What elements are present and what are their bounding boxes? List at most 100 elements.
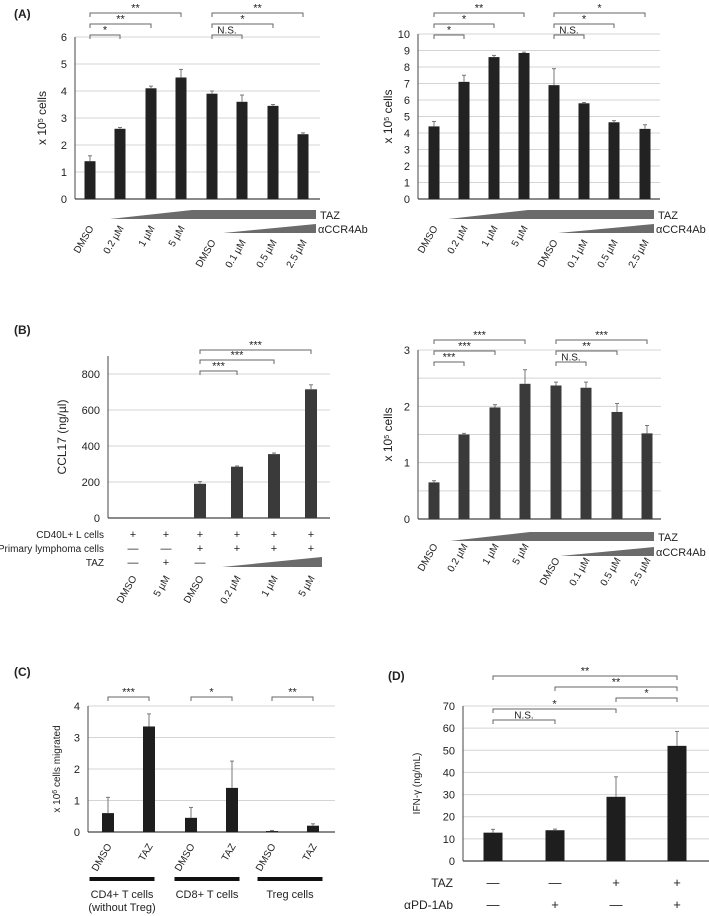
significance-bracket	[555, 350, 618, 355]
bar	[267, 105, 279, 199]
y-tick-label: 60	[443, 723, 455, 735]
significance-label: **	[581, 666, 590, 678]
condition-label: CD40L+ L cells	[36, 530, 104, 541]
condition-symbol: —	[128, 543, 139, 555]
condition-label: TAZ	[86, 558, 104, 569]
significance-label: *	[582, 14, 587, 26]
y-tick-label: 5	[61, 59, 67, 71]
condition-symbol: —	[487, 875, 500, 890]
group-label: Treg cells	[266, 889, 314, 901]
y-axis-title-text: x 10	[381, 120, 395, 143]
treatment-label-taz: TAZ	[658, 210, 678, 222]
y-axis-title: IFN-γ (ng/mL)	[412, 753, 423, 815]
panel-label: (B)	[14, 323, 31, 337]
bar	[185, 817, 197, 832]
y-tick-label: 800	[82, 369, 100, 381]
x-tick-label: 0.5 µM	[255, 238, 280, 270]
condition-symbol: +	[234, 529, 240, 541]
bar	[667, 745, 687, 861]
significance-bracket	[555, 339, 648, 344]
treatment-label-antibody: αCCR4Ab	[318, 224, 368, 236]
y-tick-label: 2	[404, 161, 410, 173]
significance-label: N.S.	[514, 711, 533, 722]
bar	[611, 411, 623, 519]
y-tick-label: 1	[61, 167, 67, 179]
significance-label: N.S.	[559, 26, 578, 37]
bar	[578, 103, 590, 199]
significance-bracket	[433, 23, 495, 28]
significance-label: *	[209, 687, 214, 699]
significance-label: N.S.	[561, 353, 580, 364]
significance-label: **	[612, 677, 621, 689]
significance-bracket	[433, 361, 465, 366]
significance-bracket	[199, 359, 275, 364]
bar	[488, 57, 500, 199]
bar	[266, 831, 278, 832]
bar	[236, 101, 248, 199]
x-tick-label: 1 µM	[480, 224, 501, 249]
y-tick-label: 4	[74, 701, 80, 713]
significance-bracket	[555, 361, 587, 366]
y-tick-label: 0	[404, 194, 410, 206]
y-tick-label: 9	[404, 46, 410, 58]
y-axis-title-exponent: 6	[52, 790, 59, 794]
bar	[305, 389, 317, 518]
y-axis-title-text: x 10	[35, 122, 49, 145]
significance-label: ***	[443, 352, 457, 364]
condition-symbol: +	[234, 543, 240, 555]
condition-symbol: —	[549, 875, 562, 890]
bar	[297, 134, 309, 199]
bar	[428, 482, 440, 519]
significance-bracket	[211, 23, 274, 28]
x-tick-label: TAZ	[220, 842, 239, 863]
y-tick-label: 2	[404, 401, 410, 413]
y-tick-label: 200	[82, 477, 100, 489]
significance-label: ***	[122, 687, 136, 699]
x-tick-label: 0.1 µM	[224, 238, 249, 270]
significance-label: **	[288, 687, 297, 699]
bar	[114, 128, 126, 199]
y-tick-label: 6	[61, 32, 67, 44]
bar	[483, 832, 503, 861]
x-tick-label: 0.2 µM	[446, 224, 471, 256]
bar	[641, 433, 653, 519]
significance-bracket	[553, 23, 615, 28]
taz-concentration-wedge	[222, 557, 322, 567]
significance-bracket	[89, 23, 152, 28]
y-axis-title-exponent: 5	[38, 118, 45, 122]
significance-bracket	[211, 34, 243, 39]
antibody-concentration-wedge	[223, 224, 316, 233]
x-tick-label: 0.2 µM	[219, 574, 244, 606]
y-tick-label: 20	[443, 812, 455, 824]
condition-symbol: +	[130, 529, 136, 541]
significance-bracket	[433, 339, 526, 344]
y-tick-label: 0	[61, 194, 67, 206]
significance-label: **	[131, 3, 140, 15]
y-tick-label: 2	[74, 764, 80, 776]
significance-bracket	[89, 12, 182, 17]
y-axis-title-exponent: 5	[384, 435, 391, 439]
x-tick-label: 0.2 µM	[446, 542, 471, 574]
bar	[580, 387, 592, 519]
condition-label: αPD-1Ab	[404, 898, 453, 912]
bar	[550, 385, 562, 519]
x-tick-label: DMSO	[536, 238, 561, 270]
x-tick-label: 1 µM	[260, 574, 281, 599]
bar	[428, 126, 440, 199]
bar	[307, 825, 319, 832]
antibody-concentration-wedge	[560, 547, 654, 556]
x-tick-label: TAZ	[137, 842, 156, 863]
x-tick-label: DMSO	[416, 542, 441, 574]
condition-symbol: +	[308, 543, 314, 555]
group-bar	[257, 877, 323, 881]
significance-label: **	[475, 3, 484, 15]
y-tick-label: 30	[443, 790, 455, 802]
significance-label: ***	[473, 330, 487, 342]
x-tick-label: 0.5 µM	[599, 556, 624, 588]
y-tick-label: 0	[449, 856, 455, 868]
y-tick-label: 4	[61, 86, 67, 98]
x-tick-label: 2.5 µM	[629, 556, 654, 588]
bar	[606, 796, 626, 861]
significance-bracket	[211, 12, 304, 17]
bar	[489, 407, 501, 519]
